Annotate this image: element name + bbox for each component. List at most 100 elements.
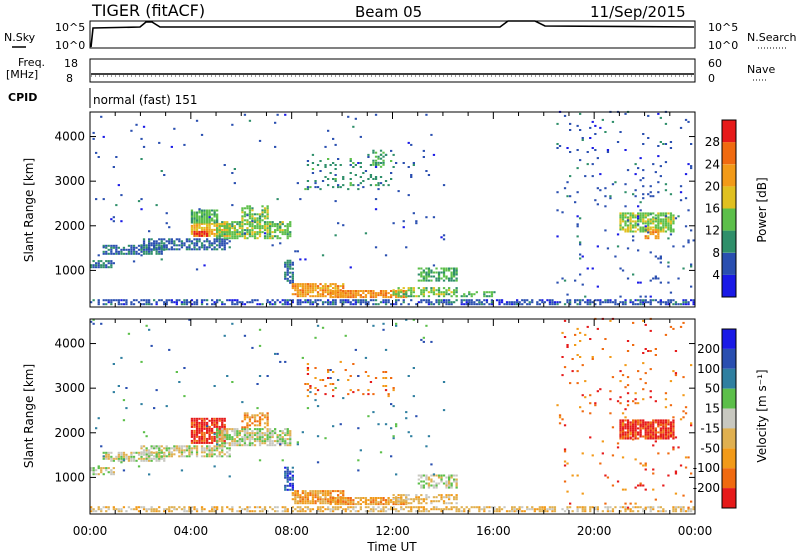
- velocity-cell: [478, 510, 481, 513]
- power-cell: [664, 220, 668, 223]
- velocity-cell: [291, 476, 294, 479]
- velocity-cell: [634, 458, 637, 461]
- power-cell: [296, 250, 299, 253]
- power-cell: [200, 230, 204, 233]
- velocity-cell: [165, 445, 168, 448]
- power-cell: [624, 183, 627, 186]
- power-cell: [410, 143, 413, 146]
- velocity-cell: [218, 444, 221, 447]
- velocity-cell: [392, 506, 395, 509]
- power-cell: [347, 292, 350, 295]
- velocity-cell: [150, 451, 153, 454]
- power-cell: [226, 242, 229, 245]
- power-cell: [208, 228, 211, 231]
- velocity-cell: [112, 467, 115, 470]
- velocity-cell: [241, 420, 244, 423]
- power-cell: [241, 303, 244, 306]
- power-cell: [352, 296, 355, 299]
- velocity-cell: [206, 441, 209, 444]
- velocity-cell: [395, 423, 398, 426]
- power-cell: [531, 301, 534, 304]
- power-cell: [566, 195, 569, 198]
- power-cell: [420, 301, 423, 304]
- power-cell: [644, 216, 647, 219]
- velocity-cell: [301, 498, 304, 501]
- velocity-cell: [604, 506, 607, 509]
- velocity-cell: [425, 498, 428, 501]
- power-cell: [387, 292, 390, 295]
- power-cell: [180, 246, 184, 249]
- power-cell: [105, 264, 108, 267]
- velocity-cell: [284, 432, 287, 435]
- power-cell: [619, 131, 622, 134]
- power-cell: [453, 291, 456, 294]
- velocity-cell: [647, 350, 650, 353]
- power-cell: [251, 223, 254, 226]
- nsearch-label: N.Search: [747, 31, 797, 44]
- power-cell: [208, 242, 211, 245]
- velocity-cell: [316, 324, 320, 327]
- power-cell: [291, 293, 294, 296]
- power-cell: [662, 228, 665, 231]
- velocity-cell: [422, 474, 425, 477]
- power-cell: [437, 279, 441, 282]
- power-cell: [132, 244, 136, 247]
- velocity-cell: [236, 510, 239, 513]
- power-cell: [349, 266, 352, 269]
- power-cell: [626, 169, 630, 172]
- power-cell: [642, 143, 645, 146]
- velocity-cell: [145, 459, 148, 462]
- velocity-cell: [644, 421, 647, 424]
- velocity-cell: [304, 490, 307, 493]
- power-cell: [349, 172, 352, 175]
- velocity-cell: [291, 486, 294, 489]
- power-cell: [132, 248, 136, 251]
- velocity-cell: [511, 510, 514, 513]
- power-cell: [233, 168, 236, 171]
- velocity-cell: [377, 510, 380, 513]
- power-cell: [105, 260, 108, 263]
- power-cell: [644, 301, 647, 304]
- power-cell: [324, 283, 327, 286]
- power-cell: [672, 220, 675, 223]
- power-cell: [629, 228, 632, 231]
- velocity-cell: [291, 498, 294, 501]
- velocity-cell: [669, 380, 673, 383]
- power-cell: [276, 235, 279, 238]
- velocity-cell: [148, 451, 151, 454]
- velocity-cell: [193, 429, 196, 432]
- velocity-cell: [178, 449, 181, 452]
- velocity-cell: [243, 508, 247, 511]
- velocity-cell: [190, 431, 194, 434]
- velocity-cell: [634, 429, 637, 432]
- velocity-cell: [561, 508, 564, 511]
- power-cell: [657, 301, 660, 304]
- power-cell: [289, 261, 292, 264]
- power-cell: [253, 235, 257, 238]
- power-cell: [470, 301, 473, 304]
- velocity-cell: [674, 372, 678, 375]
- velocity-cell: [208, 433, 211, 436]
- power-cell: [349, 303, 352, 306]
- power-cell: [150, 303, 153, 306]
- power-cell: [624, 228, 627, 231]
- velocity-cell: [382, 328, 385, 331]
- power-cell: [379, 182, 383, 185]
- velocity-cell: [412, 367, 415, 370]
- power-colorbar-segment: [722, 252, 736, 275]
- power-cell: [216, 209, 219, 212]
- velocity-cell: [377, 423, 380, 426]
- power-cell: [216, 237, 219, 240]
- power-cell: [347, 290, 350, 293]
- power-cell: [619, 267, 622, 270]
- velocity-cell: [619, 429, 622, 432]
- velocity-cell: [538, 510, 541, 513]
- power-cell: [221, 221, 224, 224]
- velocity-cell: [674, 472, 678, 475]
- power-cell: [311, 172, 315, 175]
- velocity-cell: [261, 508, 264, 511]
- velocity-cell: [526, 506, 529, 509]
- power-cell: [112, 166, 115, 169]
- power-cell: [654, 171, 657, 174]
- power-cell: [221, 228, 224, 231]
